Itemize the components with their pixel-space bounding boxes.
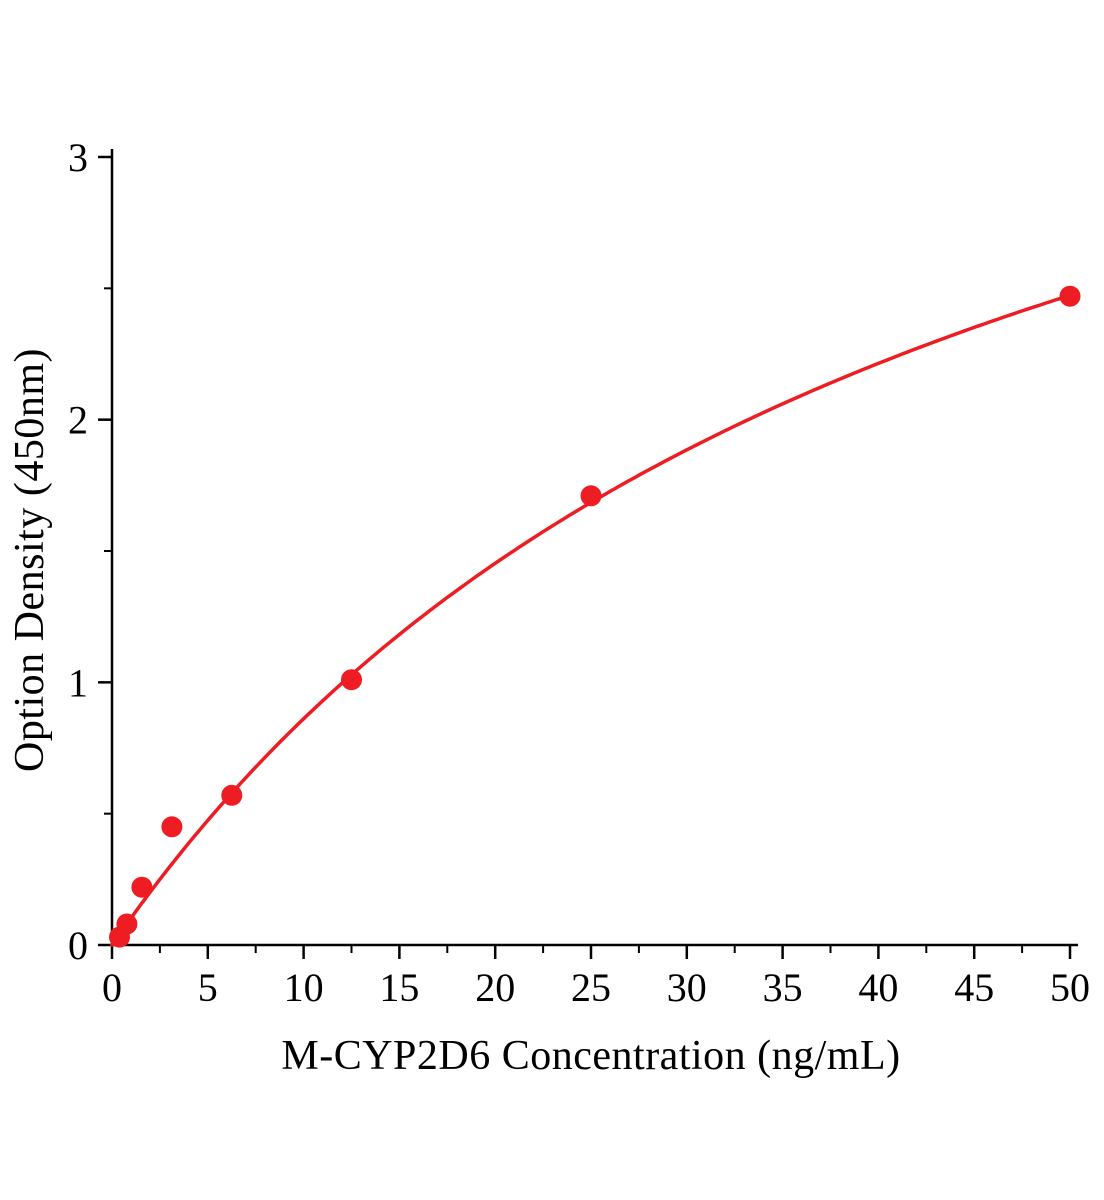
- data-point: [116, 913, 138, 935]
- x-tick-label: 5: [198, 965, 218, 1010]
- x-tick-label: 15: [379, 965, 419, 1010]
- x-tick-label: 30: [667, 965, 707, 1010]
- y-tick-label: 1: [68, 660, 88, 705]
- data-point: [580, 485, 602, 507]
- fit-curve: [110, 293, 1072, 947]
- data-point: [221, 784, 243, 806]
- data-point: [341, 669, 362, 691]
- y-axis-title: Option Density (450nm): [7, 348, 53, 772]
- data-point: [1059, 285, 1081, 307]
- y-tick-label: 0: [68, 923, 88, 968]
- x-tick-label: 20: [475, 965, 515, 1010]
- y-tick-label: 2: [68, 398, 88, 443]
- x-tick-label: 25: [571, 965, 611, 1010]
- x-tick-label: 10: [284, 965, 324, 1010]
- x-tick-label: 35: [763, 965, 803, 1010]
- x-axis-title: M-CYP2D6 Concentration (ng/mL): [281, 1033, 901, 1079]
- x-tick-label: 40: [858, 965, 898, 1010]
- x-tick-label: 50: [1050, 965, 1090, 1010]
- data-point: [161, 816, 183, 838]
- y-tick-label: 3: [68, 135, 88, 180]
- x-tick-label: 45: [954, 965, 994, 1010]
- data-point: [131, 876, 153, 898]
- x-tick-label: 0: [102, 965, 122, 1010]
